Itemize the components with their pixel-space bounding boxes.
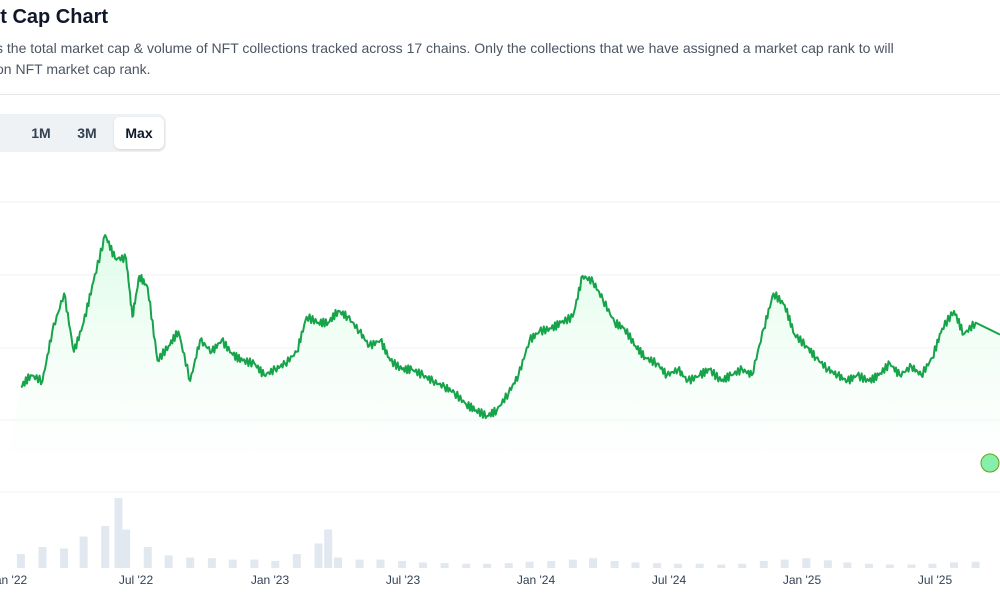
volume-bar: [418, 562, 427, 568]
volume-bar: [738, 563, 747, 568]
volume-bar: [186, 557, 195, 568]
range-button-1m[interactable]: 1M: [31, 125, 51, 141]
volume-bar: [114, 498, 123, 568]
volume-bar: [462, 563, 471, 568]
volume-bar: [780, 559, 789, 568]
volume-bar: [547, 561, 556, 568]
volume-bar: [143, 547, 152, 568]
x-tick-label: Jan '22: [0, 573, 27, 587]
volume-bar: [695, 563, 704, 568]
volume-bar: [314, 543, 323, 568]
x-tick-label: Jul '22: [119, 573, 154, 587]
market-cap-line[interactable]: [20, 234, 1000, 420]
volume-bar: [823, 560, 832, 568]
volume-bar: [864, 563, 873, 568]
x-tick-label: Jan '25: [783, 573, 822, 587]
x-tick-label: Jul '25: [918, 573, 953, 587]
page-title: ket Cap Chart: [0, 6, 109, 28]
volume-bar: [907, 564, 916, 568]
volume-bar: [228, 559, 237, 568]
volume-bar: [653, 563, 662, 568]
volume-bar: [16, 554, 25, 568]
volume-bar: [376, 559, 385, 568]
volume-bar: [483, 563, 492, 568]
volume-bar: [589, 558, 598, 568]
volume-bar: [717, 564, 726, 568]
volume-bar: [207, 558, 216, 568]
chart-marker-icon[interactable]: [980, 453, 1000, 473]
range-button-max[interactable]: Max: [114, 117, 164, 149]
volume-bar: [398, 561, 407, 568]
time-range-selector: D 1M 3M Max: [0, 114, 166, 152]
volume-bar: [885, 564, 894, 568]
volume-bar: [928, 563, 937, 568]
volume-bar: [79, 536, 88, 568]
volume-bar: [60, 548, 69, 568]
volume-bar: [610, 561, 619, 568]
volume-bar: [568, 559, 577, 568]
volume-bar: [292, 554, 301, 568]
volume-bar: [674, 563, 683, 568]
volume-bar: [333, 557, 342, 568]
header-divider: [0, 94, 1000, 95]
volume-bar: [355, 559, 364, 568]
volume-bar: [440, 563, 449, 568]
range-button-3m[interactable]: 3M: [77, 125, 97, 141]
x-axis-ticks: Jan '22 Jul '22 Jan '23 Jul '23 Jan '24 Jul '…: [0, 573, 952, 587]
description-line-1: s the total market cap & volume of NFT c…: [0, 40, 894, 56]
x-tick-label: Jul '23: [386, 573, 421, 587]
volume-bars: [16, 498, 980, 568]
volume-bar: [324, 529, 333, 568]
volume-bar: [759, 561, 768, 568]
volume-bar: [631, 562, 640, 568]
volume-bar: [101, 526, 110, 568]
x-tick-label: Jul '24: [652, 573, 687, 587]
volume-bar: [122, 529, 131, 568]
volume-bar: [950, 562, 959, 568]
chart-description: s the total market cap & volume of NFT c…: [0, 38, 1000, 80]
x-tick-label: Jan '23: [251, 573, 290, 587]
volume-bar: [971, 561, 980, 568]
volume-bar: [164, 555, 173, 568]
volume-bar: [843, 562, 852, 568]
volume-bar: [525, 561, 534, 568]
volume-bar: [504, 563, 513, 568]
volume-bar: [38, 547, 47, 568]
volume-bar: [250, 559, 259, 568]
market-cap-area: [0, 235, 1000, 492]
volume-bar: [802, 558, 811, 568]
volume-bar: [271, 561, 280, 568]
description-line-2: on NFT market cap rank.: [0, 61, 151, 77]
x-tick-label: Jan '24: [517, 573, 556, 587]
